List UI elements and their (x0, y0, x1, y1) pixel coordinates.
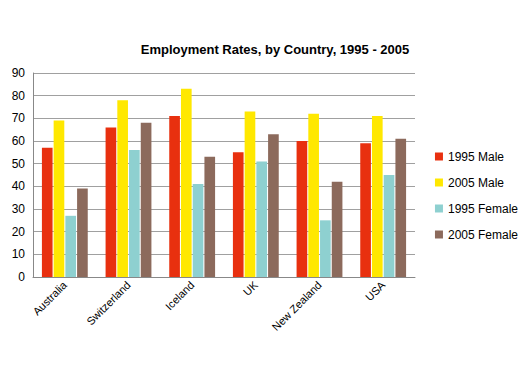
svg-text:60: 60 (12, 134, 26, 148)
svg-text:30: 30 (12, 202, 26, 216)
svg-text:2005 Male: 2005 Male (448, 176, 504, 190)
svg-text:2005 Female: 2005 Female (448, 228, 518, 242)
svg-text:Switzerland: Switzerland (84, 279, 133, 328)
svg-text:Iceland: Iceland (163, 279, 197, 313)
svg-text:New Zealand: New Zealand (269, 279, 323, 333)
svg-text:50: 50 (12, 157, 26, 171)
svg-text:1995 Male: 1995 Male (448, 150, 504, 164)
svg-text:90: 90 (12, 66, 26, 80)
svg-text:1995 Female: 1995 Female (448, 202, 518, 216)
svg-text:UK: UK (241, 278, 261, 298)
svg-text:40: 40 (12, 179, 26, 193)
svg-text:Australia: Australia (30, 278, 69, 317)
svg-text:10: 10 (12, 247, 26, 261)
svg-text:0: 0 (18, 270, 25, 284)
svg-text:Employment Rates, by Country,: Employment Rates, by Country, 1995 - 200… (141, 42, 410, 57)
svg-text:80: 80 (12, 89, 26, 103)
svg-text:USA: USA (363, 278, 388, 303)
svg-text:20: 20 (12, 225, 26, 239)
svg-text:70: 70 (12, 111, 26, 125)
